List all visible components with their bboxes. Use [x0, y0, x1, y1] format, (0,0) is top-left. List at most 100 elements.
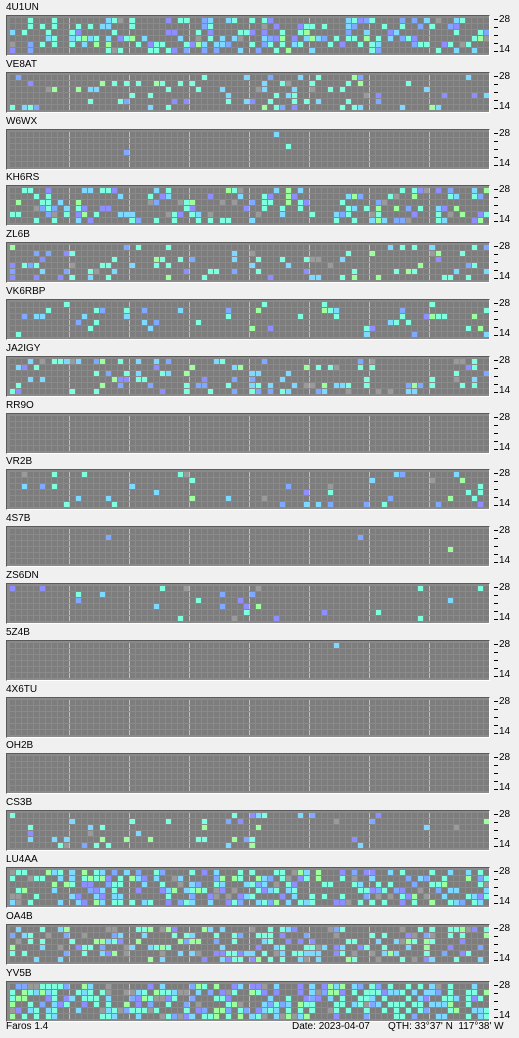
grid-cell [160, 86, 165, 92]
grid-cell [172, 218, 177, 224]
grid-cell [184, 421, 189, 427]
grid-cell [250, 478, 255, 484]
axis-tick [494, 221, 498, 223]
grid-cell [22, 472, 27, 478]
grid-cell [28, 269, 33, 275]
axis-tick [494, 335, 498, 336]
grid-cell [226, 364, 231, 370]
grid-cell [286, 86, 291, 92]
grid-cell [130, 421, 135, 427]
grid-cell [418, 445, 423, 451]
grid-cell [268, 30, 273, 35]
grid-cell [118, 48, 123, 53]
grid-cell [436, 275, 441, 281]
grid-cell [328, 439, 333, 445]
grid-cell [484, 445, 489, 451]
grid-cell [466, 18, 471, 23]
grid-cell [130, 269, 135, 275]
grid-cell [442, 194, 447, 200]
grid-cell [382, 212, 387, 218]
grid-cell [64, 559, 69, 565]
grid-cell [466, 445, 471, 451]
grid-cell [40, 314, 45, 319]
grid-cell [346, 308, 351, 313]
grid-cell [268, 314, 273, 319]
grid-cell [124, 439, 129, 445]
grid-cell [130, 143, 135, 149]
grid-cell [52, 104, 57, 110]
grid-cell [130, 131, 135, 137]
grid-cell [340, 143, 345, 149]
grid-cell [226, 92, 231, 98]
grid-cell [316, 439, 321, 445]
grid-cell [244, 547, 249, 553]
grid-cell [52, 478, 57, 484]
grid-cell [352, 439, 357, 445]
grid-cell [106, 302, 111, 307]
grid-cell [358, 80, 363, 86]
grid-cell [40, 388, 45, 394]
grid-cell [58, 30, 63, 35]
grid-cell [46, 269, 51, 275]
grid-cell [22, 586, 27, 591]
grid-cell [328, 553, 333, 559]
grid-cell [328, 218, 333, 224]
grid-cell [424, 48, 429, 53]
grid-cell [112, 143, 117, 149]
grid-cell [76, 529, 81, 535]
grid-cell [64, 586, 69, 591]
grid-cell [334, 206, 339, 212]
grid-cell [412, 502, 417, 508]
grid-cell [250, 251, 255, 257]
grid-cell [346, 30, 351, 35]
grid-cell [196, 194, 201, 200]
grid-cell [358, 263, 363, 269]
grid-cell [304, 194, 309, 200]
grid-cell [22, 302, 27, 307]
grid-cell [34, 547, 39, 553]
grid-cell [232, 131, 237, 137]
grid-cell [88, 364, 93, 370]
grid-cell [376, 553, 381, 559]
grid-cell [418, 326, 423, 331]
grid-cell [112, 275, 117, 281]
grid-cell [340, 275, 345, 281]
grid-cell [148, 206, 153, 212]
grid-cell [82, 388, 87, 394]
grid-cell [16, 161, 21, 167]
grid-cell [196, 535, 201, 541]
grid-cell [130, 490, 135, 496]
grid-cell [460, 415, 465, 421]
grid-cell [352, 104, 357, 110]
grid-cell [448, 200, 453, 206]
grid-cell [484, 36, 489, 41]
grid-cell [208, 24, 213, 29]
grid-cell [430, 421, 435, 427]
grid-cell [256, 415, 261, 421]
grid-cell [400, 143, 405, 149]
grid-cell [406, 332, 411, 337]
grid-cell [304, 535, 309, 541]
grid-cell [124, 188, 129, 194]
grid-cell [424, 332, 429, 337]
grid-cell [136, 502, 141, 508]
grid-cell [478, 131, 483, 137]
grid-cell [262, 586, 267, 591]
grid-cell [172, 36, 177, 41]
grid-cell [22, 388, 27, 394]
grid-cell [28, 137, 33, 143]
grid-cell [466, 161, 471, 167]
grid-cell [58, 86, 63, 92]
grid-cell [16, 218, 21, 224]
grid-cell [316, 364, 321, 370]
grid-cell [286, 188, 291, 194]
grid-cell [442, 149, 447, 155]
grid-cell [190, 212, 195, 218]
grid-cell [358, 547, 363, 553]
grid-cell [40, 143, 45, 149]
grid-cell [82, 194, 87, 200]
grid-cell [106, 251, 111, 257]
grid-cell [388, 308, 393, 313]
grid-cell [94, 535, 99, 541]
grid-cell [82, 18, 87, 23]
